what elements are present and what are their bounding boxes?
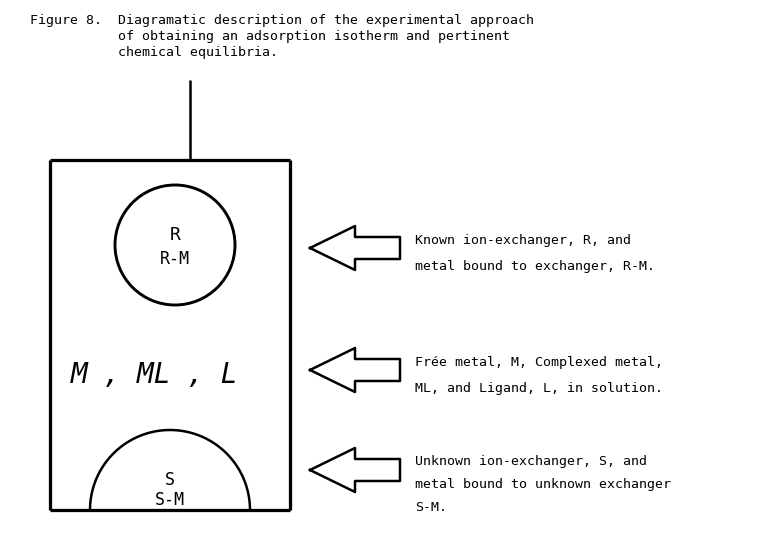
Polygon shape — [310, 348, 400, 392]
Text: R: R — [170, 226, 181, 244]
Text: Frée metal, M, Complexed metal,: Frée metal, M, Complexed metal, — [415, 356, 663, 369]
Text: R-M: R-M — [160, 250, 190, 268]
Text: Figure 8.  Diagramatic description of the experimental approach: Figure 8. Diagramatic description of the… — [30, 14, 534, 27]
Polygon shape — [310, 448, 400, 492]
Text: chemical equilibria.: chemical equilibria. — [30, 46, 278, 59]
Text: metal bound to exchanger, R-M.: metal bound to exchanger, R-M. — [415, 260, 655, 273]
Text: metal bound to unknown exchanger: metal bound to unknown exchanger — [415, 478, 671, 491]
Text: S: S — [165, 471, 175, 489]
Text: S-M: S-M — [155, 491, 185, 509]
Text: of obtaining an adsorption isotherm and pertinent: of obtaining an adsorption isotherm and … — [30, 30, 510, 43]
Text: Known ion-exchanger, R, and: Known ion-exchanger, R, and — [415, 234, 631, 247]
Text: S-M.: S-M. — [415, 501, 447, 514]
Text: Unknown ion-exchanger, S, and: Unknown ion-exchanger, S, and — [415, 455, 647, 468]
Text: ML, and Ligand, L, in solution.: ML, and Ligand, L, in solution. — [415, 382, 663, 395]
Text: M , ML , L: M , ML , L — [72, 361, 239, 389]
Polygon shape — [310, 226, 400, 270]
